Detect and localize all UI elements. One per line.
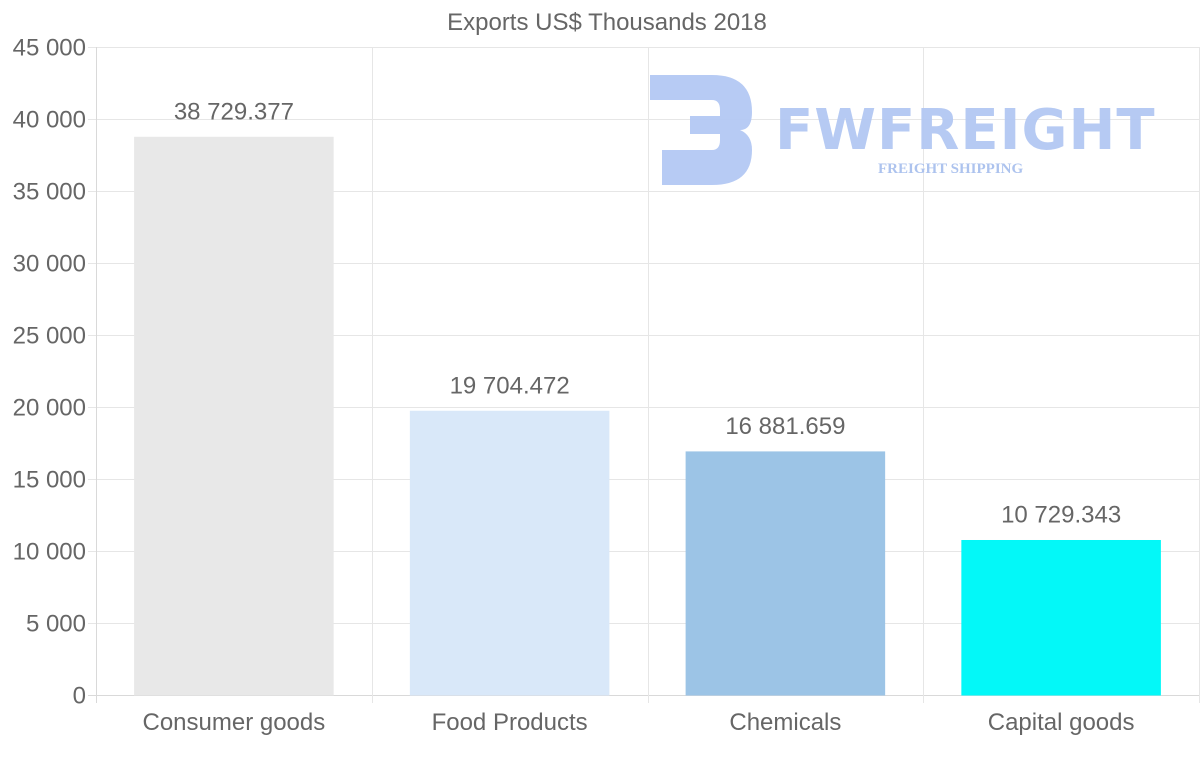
bar: [409, 410, 610, 696]
category-label: Food Products: [432, 709, 588, 736]
y-tick-label: 40 000: [13, 107, 86, 134]
y-tick-label: 15 000: [13, 467, 86, 494]
y-tick-label: 20 000: [13, 395, 86, 422]
watermark-brand: FWFREIGHT: [775, 98, 1156, 163]
data-labels: 38 729.377 19 704.472 16 881.659 10 729.343: [174, 98, 1121, 528]
y-tick-label: 35 000: [13, 179, 86, 206]
x-axis-categories: Consumer goods Food Products Chemicals Capi…: [142, 709, 1134, 736]
category-label: Capital goods: [988, 709, 1135, 736]
chart-title: Exports US$ Thousands 2018: [447, 9, 767, 36]
bar-value-label: 16 881.659: [725, 413, 845, 440]
category-label: Chemicals: [729, 709, 841, 736]
y-tick-label: 5 000: [26, 611, 86, 638]
bar: [961, 539, 1161, 696]
y-tick-label: 25 000: [13, 323, 86, 350]
bar: [134, 136, 334, 696]
bar-value-label: 10 729.343: [1001, 501, 1121, 528]
bar-value-label: 19 704.472: [450, 372, 570, 399]
y-tick-label: 30 000: [13, 251, 86, 278]
watermark-logo: FWFREIGHT FREIGHT SHIPPING: [650, 75, 1156, 185]
bars: [134, 136, 1161, 696]
y-tick-label: 10 000: [13, 539, 86, 566]
y-tick-label: 45 000: [13, 35, 86, 62]
bar-value-label: 38 729.377: [174, 98, 294, 125]
y-axis-ticks: 0 5 000 10 000 15 000 20 000 25 000 30 000 35 0…: [13, 35, 86, 710]
bar: [685, 451, 886, 696]
y-tick-label: 0: [73, 683, 86, 710]
fw-logo-icon: [650, 75, 752, 185]
category-label: Consumer goods: [142, 709, 325, 736]
watermark-tagline: FREIGHT SHIPPING: [878, 161, 1023, 177]
